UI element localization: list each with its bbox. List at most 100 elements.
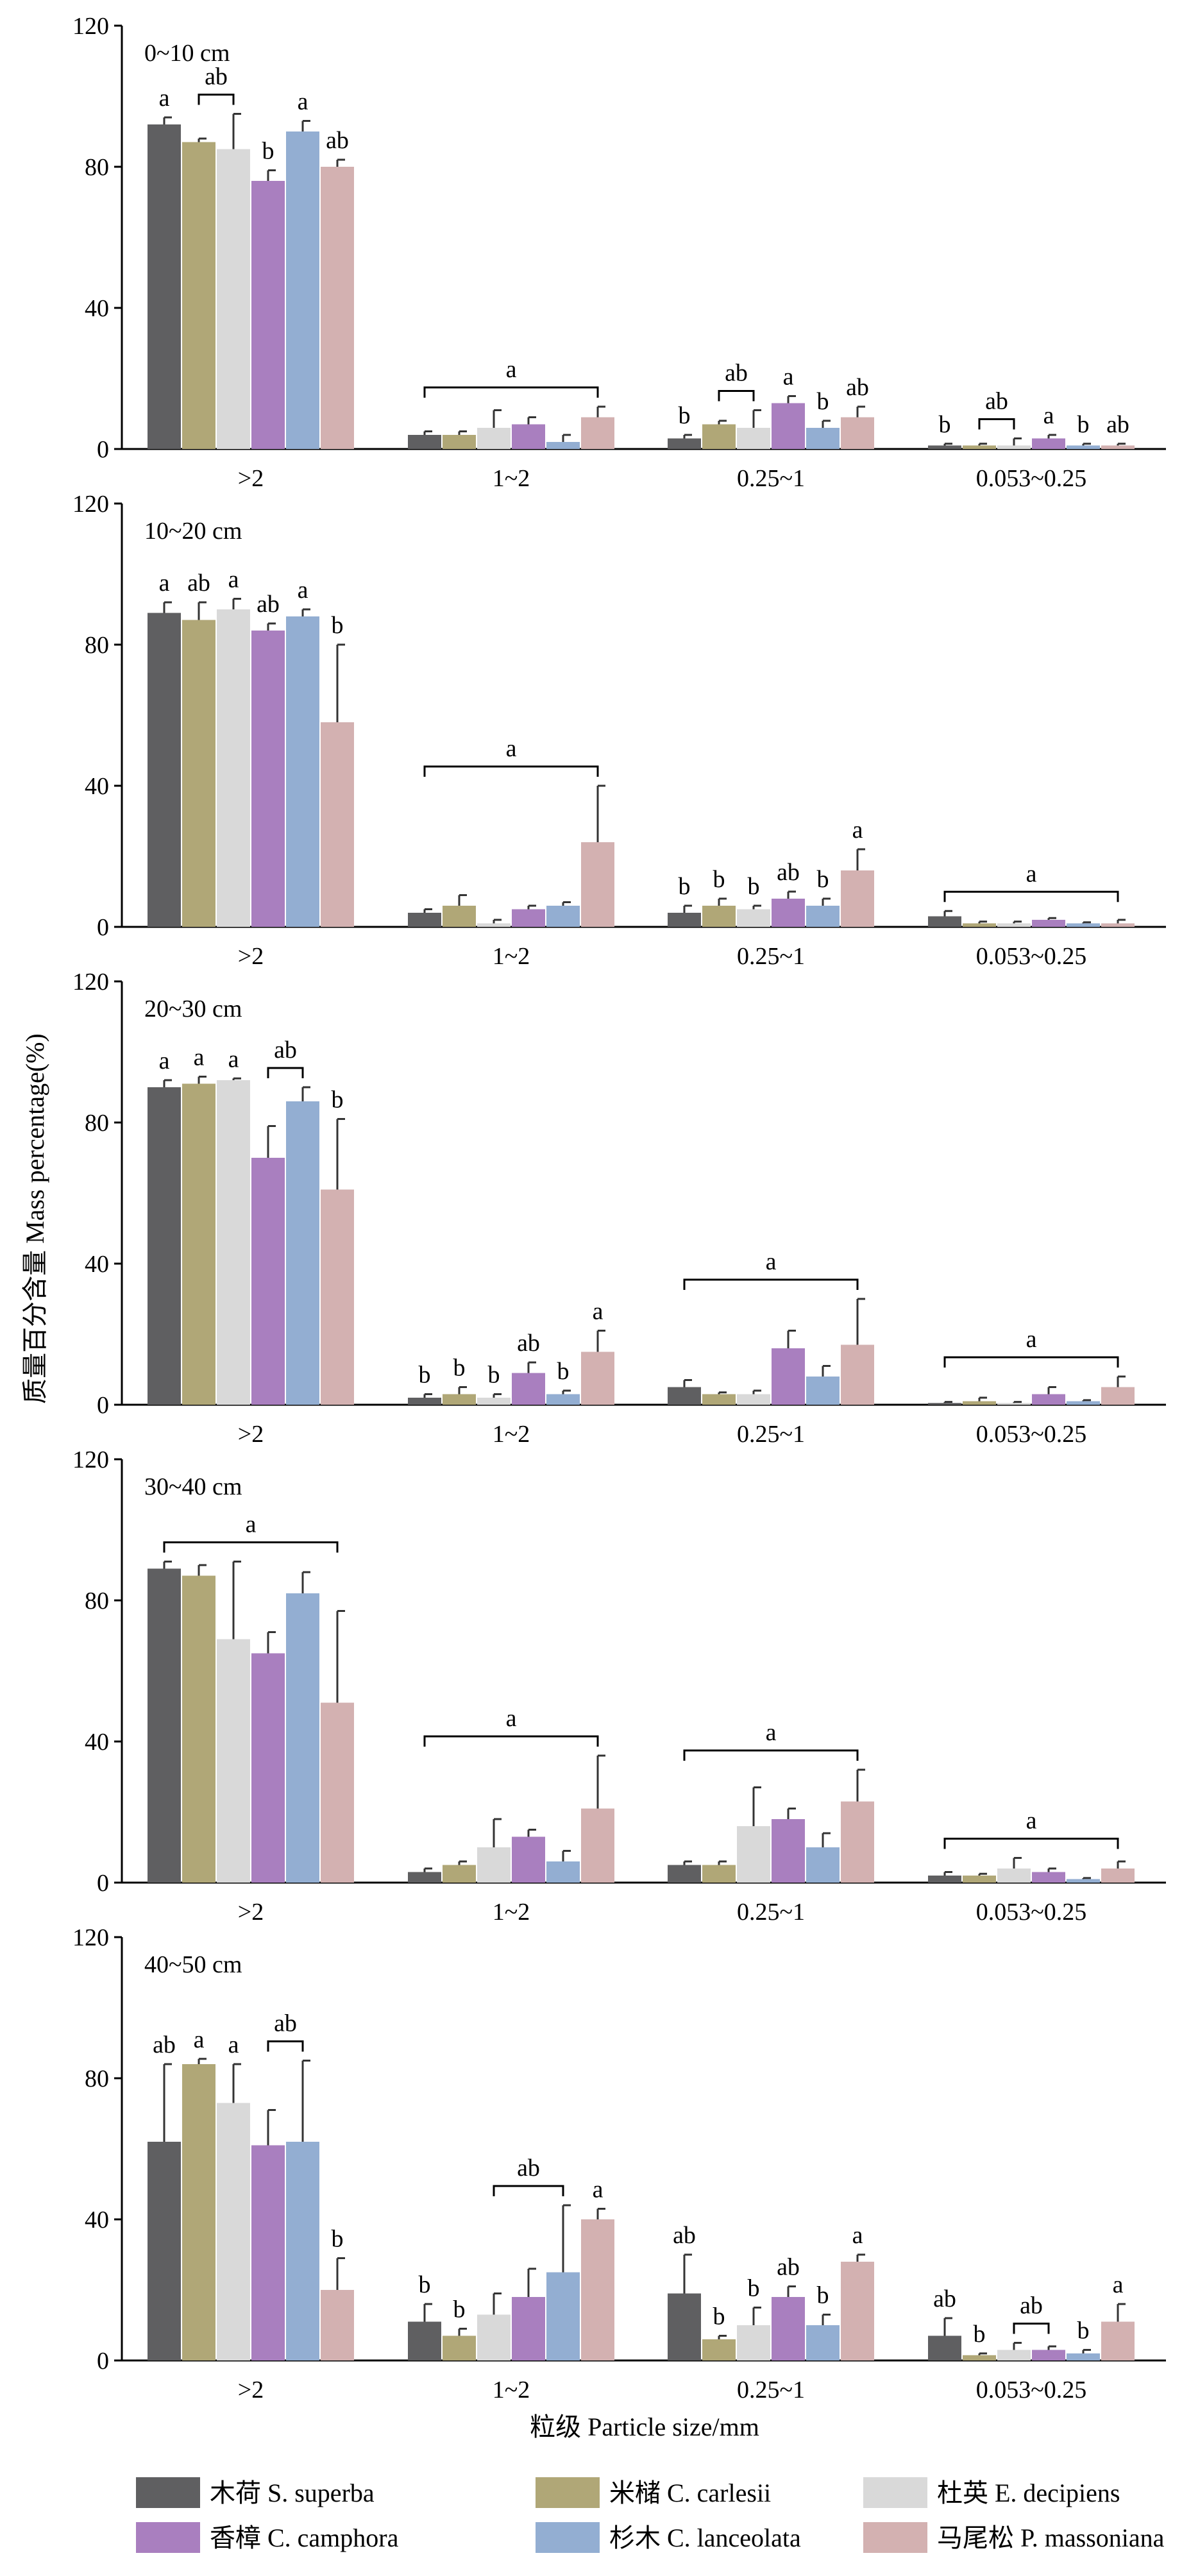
significance-label: b <box>419 2271 431 2298</box>
legend: 木荷 S. superba 米槠 C. carlesii 杜英 E. decipie… <box>136 2477 1165 2553</box>
bar <box>702 1865 736 1883</box>
bar <box>251 1158 285 1405</box>
significance-bracket: a <box>683 1719 859 1761</box>
significance-label: b <box>974 2321 986 2348</box>
x-tick-label: 0.25~1 <box>737 1899 805 1926</box>
y-tick-label: 80 <box>85 1110 109 1137</box>
significance-label: b <box>453 2296 466 2323</box>
bar <box>217 609 250 927</box>
bar <box>443 2335 476 2360</box>
bar <box>321 1702 354 1883</box>
y-tick-label: 80 <box>85 632 109 659</box>
bar <box>217 1080 250 1405</box>
panel-depth-label: 30~40 cm <box>144 1473 242 1500</box>
bar <box>997 2350 1031 2360</box>
y-tick-label: 120 <box>72 491 109 518</box>
significance-label: b <box>817 2282 829 2309</box>
significance-label: a <box>1113 2271 1124 2298</box>
bar <box>928 916 961 927</box>
y-tick-label: 40 <box>85 295 109 322</box>
bar <box>182 1083 215 1405</box>
x-tick-label: 0.25~1 <box>737 465 805 492</box>
significance-label: ab <box>205 64 228 90</box>
bar <box>737 2325 770 2360</box>
bar <box>251 631 285 927</box>
bar <box>737 1394 770 1405</box>
y-tick-label: 120 <box>72 1446 109 1473</box>
bar <box>251 2145 285 2360</box>
bar <box>581 1352 614 1405</box>
significance-label: a <box>159 1047 170 1074</box>
bar <box>841 870 874 927</box>
bar <box>1032 438 1065 449</box>
significance-label: b <box>453 1355 466 1382</box>
bar <box>737 428 770 449</box>
bar <box>477 1398 511 1405</box>
bar <box>772 899 805 927</box>
significance-label: a <box>506 356 517 383</box>
bar <box>286 2142 319 2360</box>
bar <box>668 2293 701 2360</box>
y-tick-label: 120 <box>72 1924 109 1951</box>
significance-label: b <box>557 1358 570 1385</box>
bar <box>841 1801 874 1883</box>
bar <box>251 1653 285 1883</box>
bar <box>702 2339 736 2360</box>
bar <box>963 2355 996 2360</box>
bar <box>806 906 840 927</box>
legend-item: 香樟 C. camphora <box>136 2522 399 2553</box>
bar <box>148 1568 181 1883</box>
significance-label: ab <box>274 1037 297 1063</box>
y-tick-label: 80 <box>85 1588 109 1614</box>
bar <box>668 1865 701 1883</box>
x-tick-label: 0.25~1 <box>737 1421 805 1448</box>
significance-label: a <box>766 1248 777 1275</box>
significance-bracket: a <box>423 735 599 777</box>
bar <box>997 1403 1031 1405</box>
legend-item: 米槠 C. carlesii <box>536 2477 771 2508</box>
significance-label: b <box>939 411 951 438</box>
bar <box>148 124 181 449</box>
x-tick-label: >2 <box>238 943 264 970</box>
significance-label: b <box>679 873 691 900</box>
bar <box>443 435 476 449</box>
significance-label: b <box>332 1087 344 1114</box>
legend-label: 香樟 C. camphora <box>210 2523 399 2552</box>
significance-label: a <box>852 2222 863 2249</box>
x-axis-title: 粒级 Particle size/mm <box>530 2412 759 2441</box>
bar <box>806 428 840 449</box>
significance-label: b <box>262 138 274 165</box>
bar <box>1067 1879 1100 1883</box>
significance-label: a <box>506 735 517 762</box>
bar <box>546 2272 580 2360</box>
legend-label: 马尾松 P. massoniana <box>937 2523 1165 2552</box>
significance-label: b <box>488 1362 500 1389</box>
bar <box>581 842 614 927</box>
y-tick-label: 40 <box>85 773 109 800</box>
panel-depth-label: 0~10 cm <box>144 40 230 67</box>
bar <box>963 923 996 927</box>
legend-label: 木荷 S. superba <box>210 2479 375 2507</box>
bar <box>286 616 319 927</box>
significance-label: ab <box>1020 2292 1043 2319</box>
bar <box>1101 923 1135 927</box>
bar <box>668 1387 701 1405</box>
bar <box>997 1868 1031 1883</box>
significance-label: b <box>713 866 725 893</box>
y-tick-label: 80 <box>85 2065 109 2092</box>
significance-label: a <box>228 1046 239 1072</box>
bar <box>512 424 545 449</box>
y-tick-label: 40 <box>85 2207 109 2233</box>
bar <box>928 1403 961 1405</box>
bar <box>148 2142 181 2360</box>
bar <box>182 2064 215 2360</box>
x-tick-label: >2 <box>238 1421 264 1448</box>
significance-label: ab <box>517 2155 540 2182</box>
bar <box>182 142 215 449</box>
bar <box>408 435 441 449</box>
significance-bracket: a <box>163 1511 339 1553</box>
bar <box>928 445 961 449</box>
bar <box>668 438 701 449</box>
legend-swatch <box>536 2477 600 2508</box>
